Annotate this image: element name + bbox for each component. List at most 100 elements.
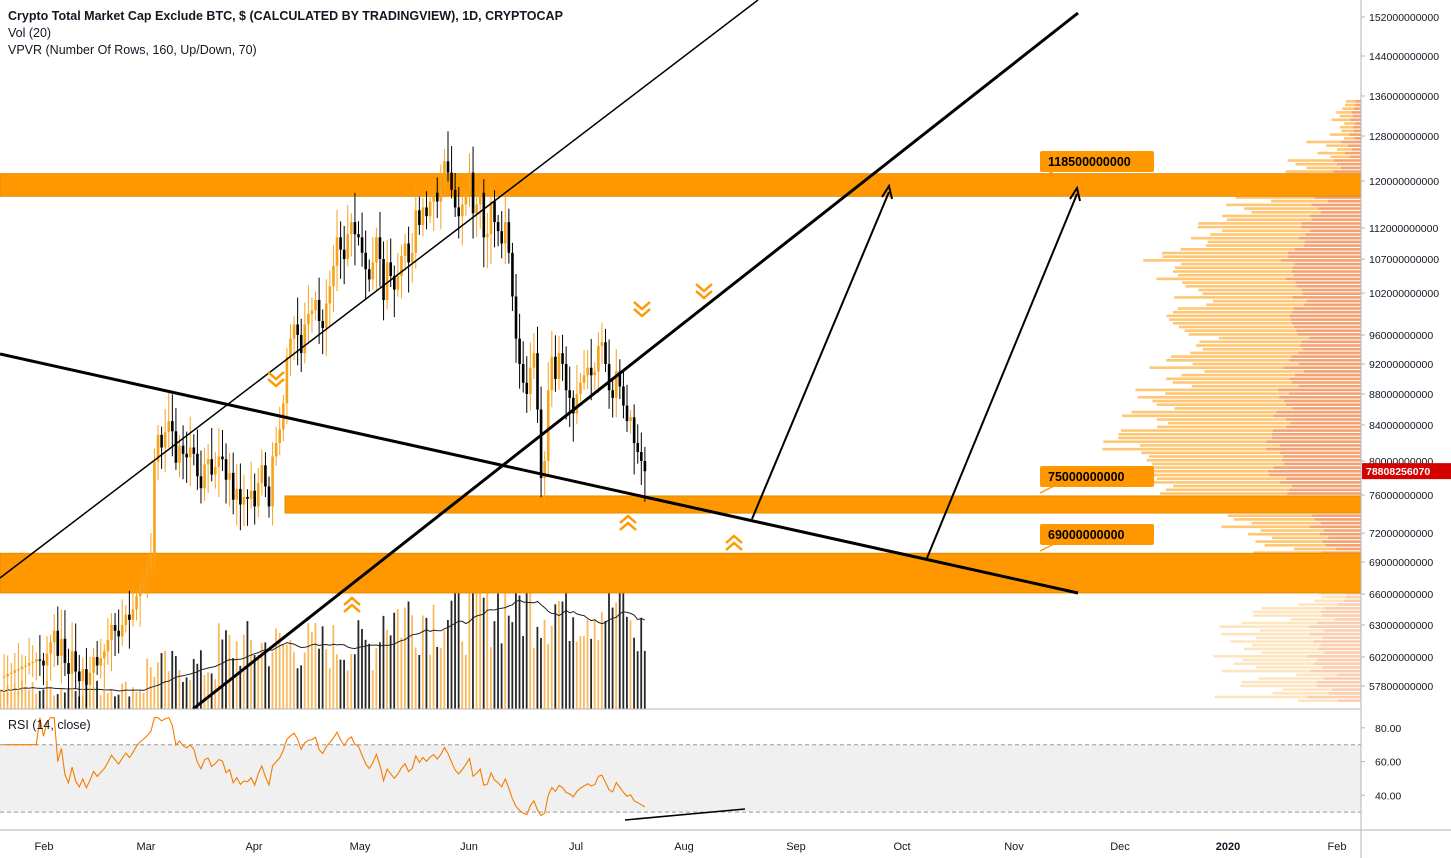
vp-row: [1226, 218, 1361, 221]
vp-row: [1336, 111, 1361, 114]
volume-bar: [643, 650, 646, 709]
candle-body: [629, 417, 632, 422]
volume-bar: [307, 623, 310, 709]
volume-indicator-label[interactable]: Vol (20): [8, 26, 52, 40]
volume-bar: [414, 647, 417, 709]
volume-bar: [425, 617, 428, 709]
volume-bar: [300, 665, 303, 709]
vp-row-down: [1328, 692, 1361, 695]
vp-row: [1131, 410, 1361, 414]
candle-body: [525, 382, 529, 394]
volume-bar: [447, 619, 449, 709]
candle-body: [554, 356, 557, 379]
vp-row-down: [1276, 410, 1361, 414]
volume-bar: [543, 619, 546, 709]
volume-pane: [0, 559, 646, 709]
vp-row-down: [1293, 307, 1361, 310]
candle-body: [160, 434, 163, 448]
vp-row: [1141, 451, 1361, 455]
candle-body: [95, 657, 99, 666]
candle-body: [518, 338, 521, 364]
vp-row: [1202, 292, 1361, 295]
volume-bar: [511, 622, 514, 709]
volume-bar: [199, 650, 202, 709]
vp-row: [1202, 347, 1361, 351]
vp-row-down: [1309, 669, 1361, 673]
vp-row-down: [1296, 285, 1361, 288]
candle-body: [614, 371, 618, 398]
vp-row-down: [1279, 444, 1361, 447]
candle-body: [9, 672, 13, 674]
candle-body: [99, 658, 103, 666]
vp-row-down: [1320, 521, 1361, 525]
candle-body: [586, 367, 589, 376]
vp-row-down: [1289, 392, 1361, 395]
vp-row: [1166, 377, 1361, 381]
vp-row: [1233, 662, 1361, 665]
vp-row: [1251, 521, 1361, 525]
sell-marker: [695, 283, 713, 300]
chevron-stroke: [267, 371, 285, 381]
volume-bar: [160, 653, 163, 709]
candle-body: [106, 639, 110, 652]
vp-row-down: [1320, 211, 1361, 214]
volume-bar: [282, 644, 285, 709]
rsi-tick-label: 60.00: [1375, 757, 1401, 769]
current-price-label: 78808256070: [1366, 466, 1430, 478]
vp-row: [1172, 322, 1361, 325]
vp-row: [1191, 236, 1361, 240]
volume-bar: [443, 630, 446, 709]
volume-bar: [350, 654, 353, 709]
vp-row: [1221, 525, 1361, 529]
rsi-band: [0, 744, 1361, 813]
candle-body: [418, 210, 421, 226]
volume-bar: [71, 687, 73, 709]
vp-row: [1120, 429, 1361, 432]
descending-trendline: [0, 352, 1079, 595]
vp-row-down: [1335, 618, 1361, 621]
volume-bar: [357, 620, 360, 709]
vp-row-down: [1325, 544, 1361, 547]
time-axis-label: Nov: [1004, 841, 1024, 853]
vp-row: [1122, 466, 1361, 469]
vpvr-indicator-label[interactable]: VPVR (Number Of Rows, 160, Up/Down, 70): [8, 43, 257, 57]
vp-row-down: [1348, 144, 1361, 147]
volume-bar: [626, 616, 628, 709]
candle-body: [317, 300, 321, 321]
rsi-indicator-label[interactable]: RSI (14, close): [8, 718, 91, 732]
candle-body: [138, 585, 142, 597]
candle-body: [367, 269, 371, 280]
volume-bar: [586, 619, 589, 709]
vp-row-down: [1336, 547, 1361, 551]
vp-row-down: [1311, 218, 1361, 221]
vp-row-down: [1286, 418, 1361, 421]
candle-body: [414, 210, 418, 253]
vp-row-down: [1301, 222, 1361, 225]
vp-row: [1156, 418, 1361, 421]
vp-row: [1151, 462, 1361, 466]
volume-bar: [343, 659, 345, 709]
candle-body: [428, 201, 432, 217]
volume-bar: [597, 639, 600, 709]
volume-bar: [489, 647, 492, 709]
vp-row: [1103, 440, 1361, 443]
volume-bar: [203, 675, 206, 709]
vp-row: [1169, 318, 1361, 321]
vp-row: [1162, 255, 1361, 258]
candle-body: [450, 172, 453, 190]
vp-row: [1210, 233, 1361, 236]
vp-row-down: [1353, 129, 1361, 133]
chevron-stroke: [619, 514, 637, 524]
vp-row-down: [1294, 248, 1361, 251]
volume-bar: [454, 577, 456, 709]
vp-row-down: [1286, 477, 1361, 480]
vp-row: [1102, 447, 1361, 451]
volume-bar: [504, 592, 507, 709]
price-tick-label: 136000000000: [1369, 91, 1439, 103]
vp-row: [1180, 262, 1361, 266]
candle-body: [17, 669, 20, 671]
volume-bar: [375, 648, 378, 709]
volume-bar: [389, 635, 392, 709]
vp-row-down: [1286, 425, 1361, 429]
